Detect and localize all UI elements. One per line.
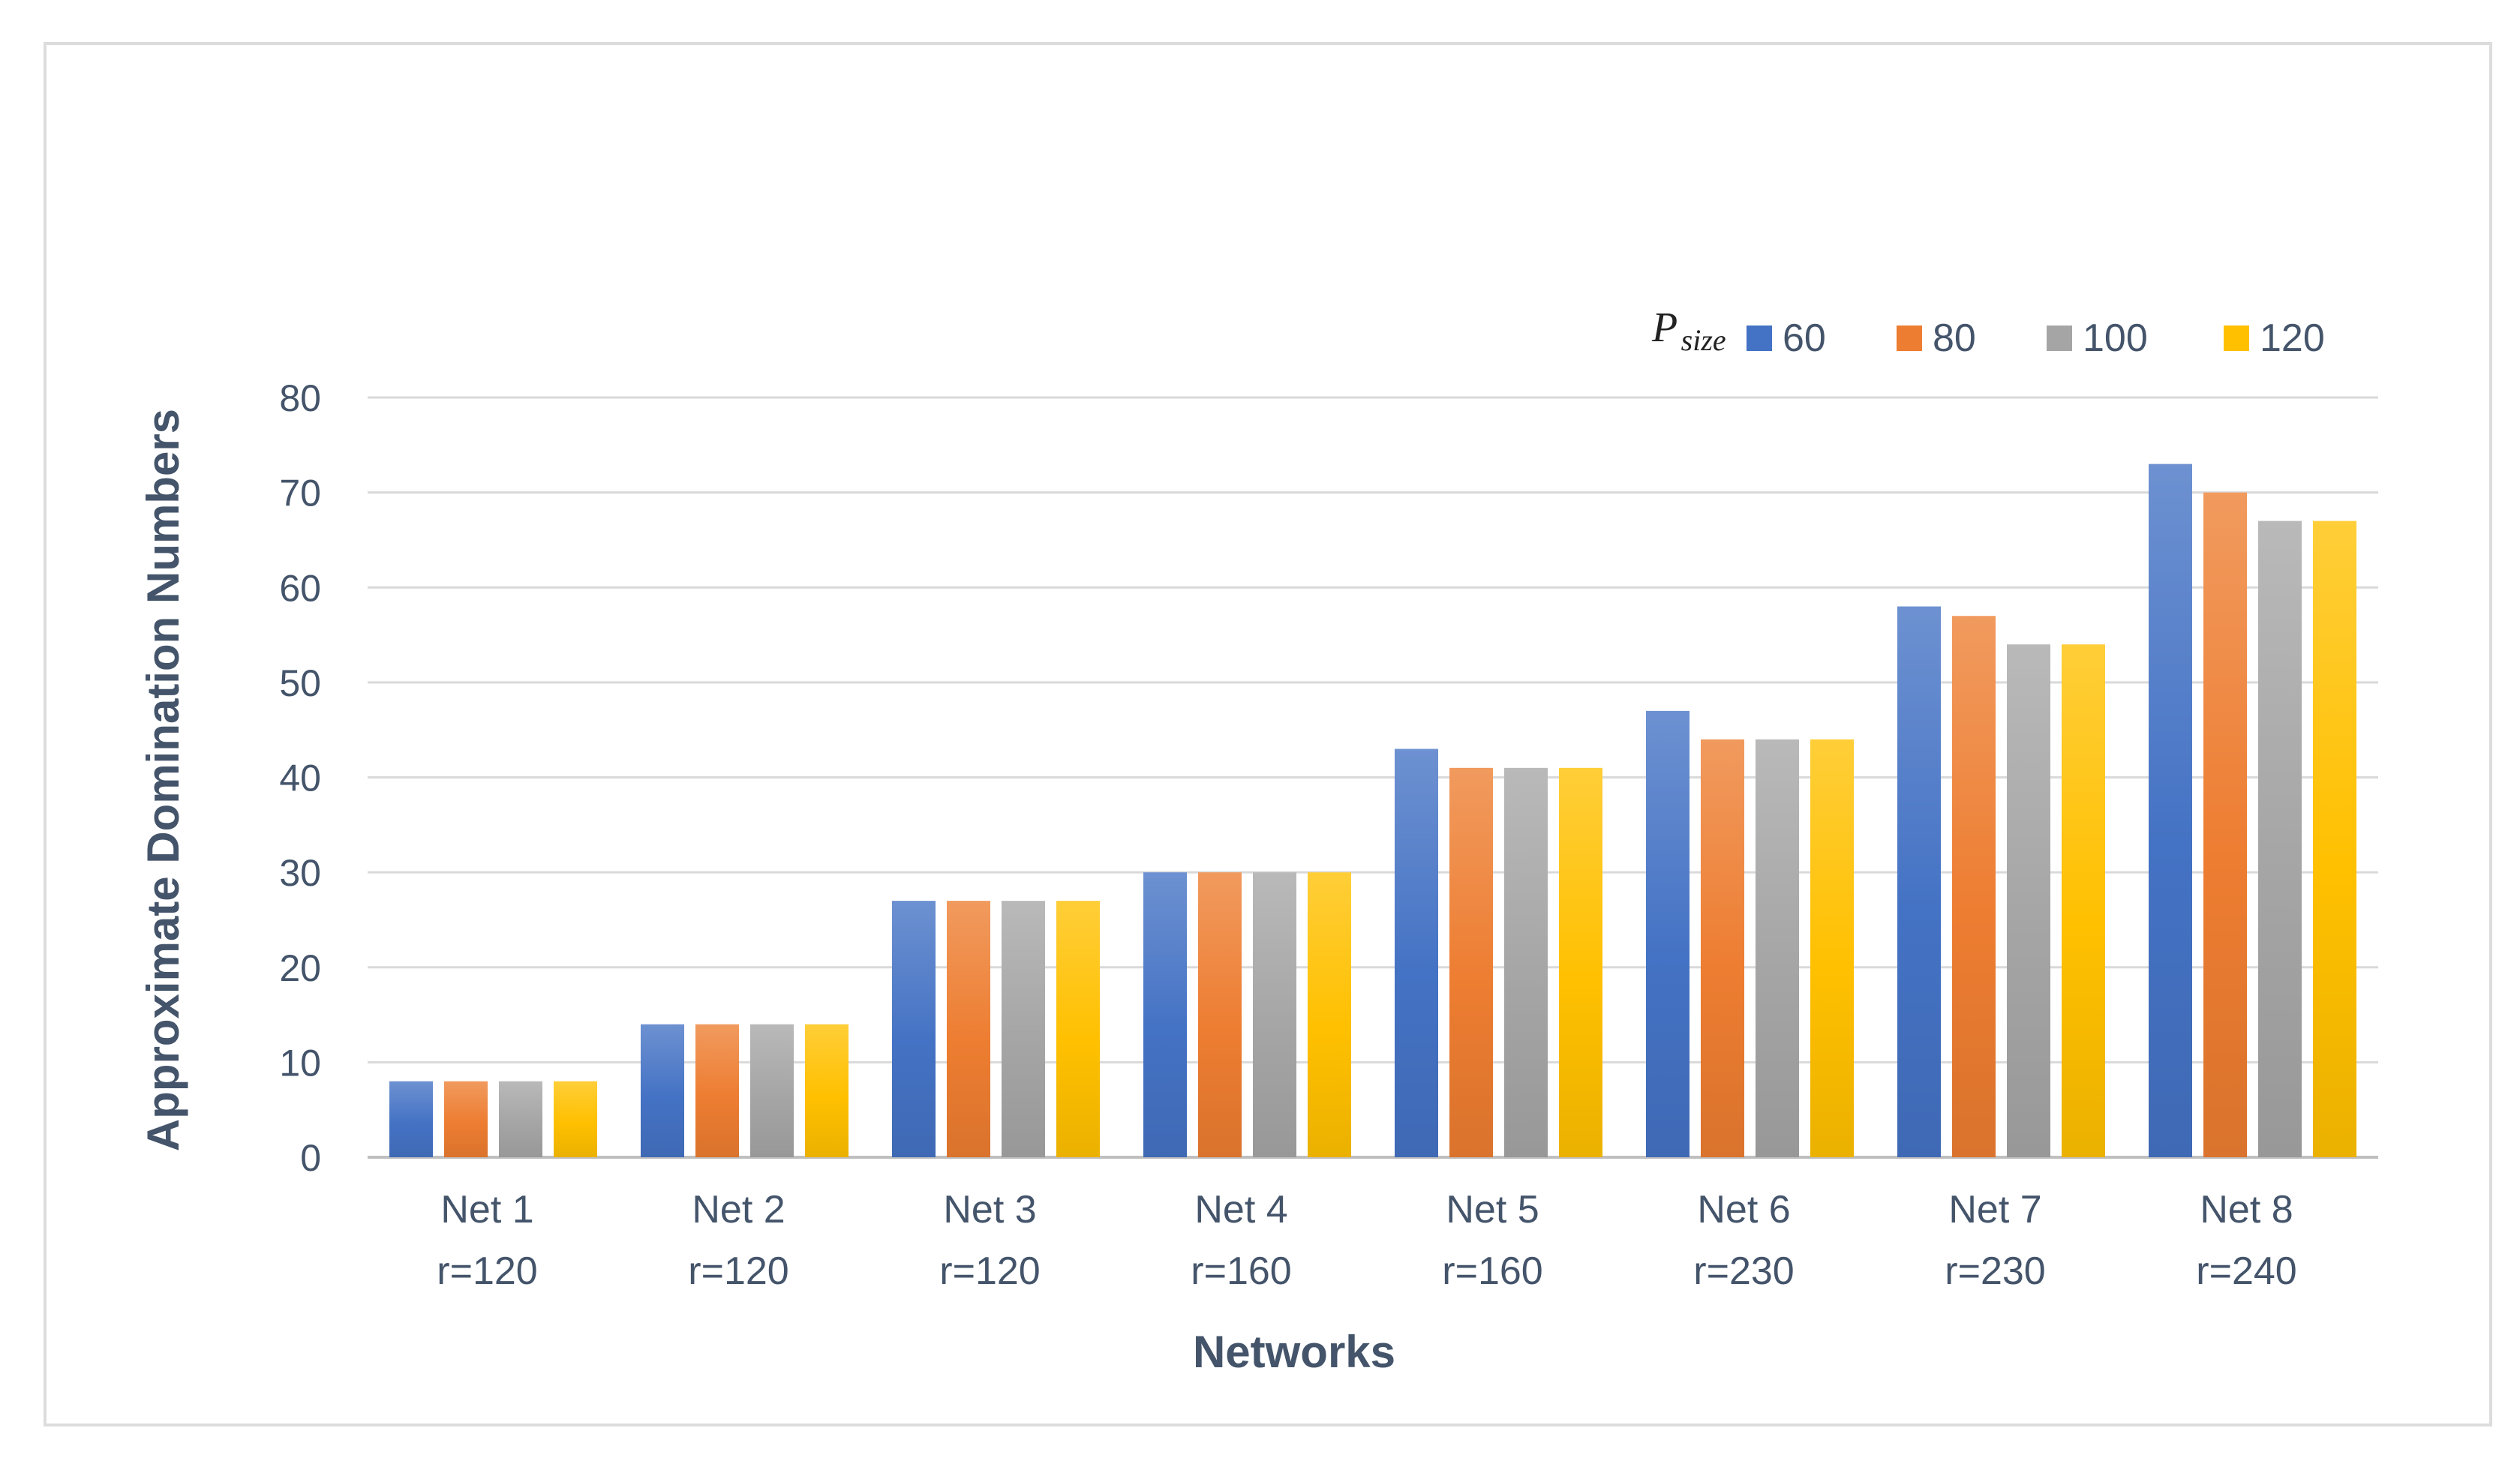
x-category-label: Net 5 (1446, 1188, 1539, 1232)
bar-series-60-cat-8 (2149, 464, 2192, 1157)
x-category-label: Net 8 (2200, 1188, 2293, 1232)
bar-series-120-cat-8 (2313, 520, 2356, 1157)
legend-swatch (2047, 326, 2072, 351)
legend-label: 100 (2083, 316, 2148, 360)
x-category-sublabel: r=230 (1945, 1250, 2045, 1293)
legend-swatch (2224, 326, 2249, 351)
bar-series-80-cat-1 (444, 1081, 488, 1157)
legend: P size 60 80 100 120 (1651, 304, 2325, 360)
bar-series-60-cat-1 (389, 1081, 433, 1157)
x-axis-categories: Net 1 r=120 Net 2 r=120 Net 3 r=120 Net 4 r=160… (437, 1188, 2296, 1293)
y-tick-label: 50 (279, 662, 321, 704)
y-axis-title: Approximate Domination Numbers (138, 409, 188, 1151)
x-category-label: Net 1 (440, 1188, 533, 1232)
bar-series-120-cat-7 (2062, 644, 2105, 1157)
bar-series-60-cat-4 (1143, 872, 1187, 1157)
bar-series-60-cat-7 (1897, 606, 1941, 1157)
x-category-sublabel: r=230 (1693, 1250, 1794, 1293)
y-tick-label: 80 (279, 377, 321, 419)
x-category-label: Net 4 (1194, 1188, 1287, 1232)
legend-label: 120 (2260, 316, 2325, 360)
x-category-sublabel: r=120 (437, 1250, 537, 1293)
bar-series-100-cat-1 (499, 1081, 542, 1157)
x-category-label: Net 7 (1948, 1188, 2041, 1232)
y-tick-label: 20 (279, 947, 321, 989)
legend-swatch (1747, 326, 1772, 351)
bar-series-80-cat-5 (1449, 767, 1493, 1157)
legend-swatch (1897, 326, 1922, 351)
bar-series-100-cat-5 (1504, 767, 1548, 1157)
bar-series-80-cat-4 (1198, 872, 1242, 1157)
legend-title: P size (1651, 304, 1726, 357)
legend-title-main: P (1651, 304, 1677, 351)
legend-title-sub: size (1681, 323, 1726, 357)
x-category-label: Net 2 (692, 1188, 785, 1232)
x-category-label: Net 6 (1697, 1188, 1790, 1232)
y-tick-label: 70 (279, 472, 321, 514)
bar-series-80-cat-6 (1701, 739, 1744, 1157)
bar-series-120-cat-4 (1308, 872, 1351, 1157)
legend-label: 80 (1933, 316, 1976, 360)
bar-series-80-cat-3 (947, 901, 990, 1157)
bar-series-120-cat-1 (554, 1081, 597, 1157)
legend-label: 60 (1783, 316, 1826, 360)
y-tick-label: 60 (279, 567, 321, 609)
y-tick-label: 10 (279, 1042, 321, 1084)
x-category-sublabel: r=120 (939, 1250, 1040, 1293)
bar-series-100-cat-3 (1002, 901, 1045, 1157)
bar-series-60-cat-5 (1395, 748, 1438, 1157)
bar-series-100-cat-7 (2007, 644, 2050, 1157)
y-tick-label: 30 (279, 852, 321, 894)
bar-series-100-cat-2 (750, 1024, 794, 1157)
x-category-sublabel: r=160 (1442, 1250, 1542, 1293)
y-tick-label: 0 (300, 1137, 321, 1179)
bar-series-100-cat-6 (1756, 739, 1799, 1157)
bar-series-120-cat-5 (1559, 767, 1602, 1157)
bar-series-80-cat-8 (2203, 492, 2247, 1157)
bar-series-80-cat-7 (1952, 616, 1996, 1157)
x-category-label: Net 3 (943, 1188, 1036, 1232)
x-category-sublabel: r=240 (2196, 1250, 2296, 1293)
bar-series-120-cat-2 (805, 1024, 849, 1157)
x-category-sublabel: r=120 (688, 1250, 788, 1293)
x-axis-title: Networks (1193, 1327, 1395, 1377)
bar-series-80-cat-2 (695, 1024, 739, 1157)
bar-series-60-cat-3 (892, 901, 936, 1157)
bar-series-120-cat-6 (1810, 739, 1854, 1157)
y-tick-label: 40 (279, 758, 321, 800)
bar-series-100-cat-8 (2258, 520, 2302, 1157)
x-category-sublabel: r=160 (1191, 1250, 1291, 1293)
bar-series-120-cat-3 (1056, 901, 1100, 1157)
bar-series-60-cat-6 (1646, 710, 1690, 1157)
y-axis-ticks: 0 10 20 30 40 50 60 70 80 (279, 377, 321, 1179)
bar-series-60-cat-2 (641, 1024, 684, 1157)
bar-series-100-cat-4 (1253, 872, 1296, 1157)
bars (389, 464, 2356, 1157)
